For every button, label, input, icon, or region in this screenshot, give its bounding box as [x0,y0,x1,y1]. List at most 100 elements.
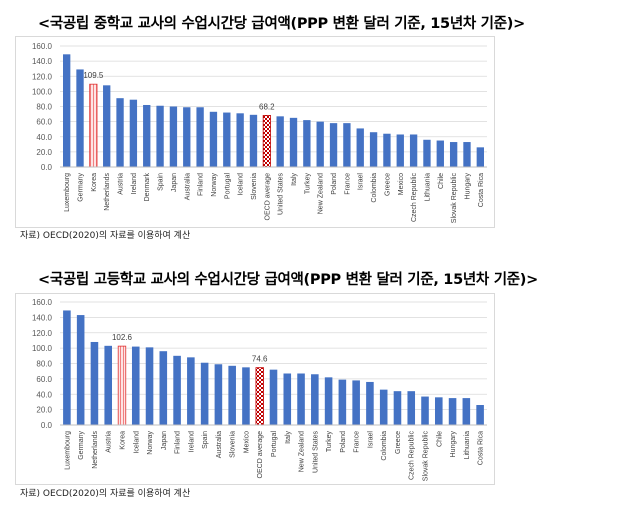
x-tick-label: Italy [291,173,298,186]
x-tick-label: Greece [384,173,391,196]
x-tick-label: Lithuania [464,431,471,460]
x-tick-label: Spain [202,431,209,449]
bar-new-zealand [297,373,305,425]
x-tick-label: Chile [436,431,443,447]
x-tick-label: Luxembourg [64,431,71,470]
bar-slovenia [249,114,258,167]
y-tick-label: 160.0 [32,42,53,51]
chart-2-title: <국공립 고등학교 교사의 수업시간당 급여액(PPP 변환 달러 기준, 15… [38,272,538,288]
x-tick-label: France [344,173,351,195]
bar-luxembourg [63,310,71,425]
x-tick-label: Mexico [243,431,250,453]
x-tick-label: Mexico [398,173,405,195]
bar-israel [356,128,364,167]
x-tick-label: Portugal [271,431,278,458]
x-tick-label: Turkey [304,173,311,195]
x-tick-label: New Zealand [299,431,306,472]
bar-oecd-average [262,115,271,168]
x-tick-label: Lithuania [424,173,431,202]
x-tick-label: Greece [395,431,402,454]
chart-1-middle-school: 0.0 20.0 40.0 60.0 80.0 100.0 120.0 140.0 160.0 L… [32,42,487,224]
bar-mexico [396,134,404,167]
x-tick-label: Norway [147,431,154,455]
x-tick-label: Japan [171,173,178,192]
x-tick-label: Colombia [371,173,378,203]
y-tick-label: 20.0 [36,148,52,157]
bar-italy [289,117,298,167]
x-tick-label: Denmark [144,173,151,202]
bar-slovenia [228,365,236,425]
chart-1-title: <국공립 중학교 교사의 수업시간당 급여액(PPP 변환 달러 기준, 15년… [38,16,525,32]
bar-oecd-average [255,367,264,426]
chart-1-source: 자료) OECD(2020)의 자료를 이용하여 계산 [20,231,191,241]
bar-colombia [379,389,388,425]
y-tick-label: 20.0 [36,406,52,415]
x-tick-label: Czech Republic [411,173,418,223]
bar-spain [200,362,209,425]
bar-turkey [324,377,333,425]
bar-lithuania [423,139,431,167]
y-tick-label: 120.0 [32,329,53,338]
x-tick-label: Iceland [238,173,245,196]
bar-iceland [131,346,140,425]
data-label: 74.6 [252,355,268,364]
bar-luxembourg [63,54,71,167]
x-tick-label: Italy [285,431,292,444]
chart-2-high-school: 0.0 20.0 40.0 60.0 80.0 100.0 120.0 140.0 160.0 L… [32,298,487,482]
bar-lithuania [462,398,471,425]
bar-czech-republic [409,134,418,167]
x-tick-label: Norway [211,173,218,197]
bar-chile [436,140,444,167]
bar-iceland [236,113,244,167]
bar-new-zealand [316,121,324,167]
bar-greece [393,391,402,425]
x-tick-label: United States [312,431,319,474]
x-tick-label: Finland [175,431,182,454]
x-tick-label: Hungary [464,173,471,200]
bar-france [352,380,360,425]
x-tick-label: OECD average [257,431,264,479]
y-tick-label: 100.0 [32,87,53,96]
x-tick-label: Korea [91,173,98,192]
x-tick-label: Costa Rica [478,431,485,465]
x-tick-label: Israel [367,431,374,449]
data-label: 109.5 [83,71,104,80]
bar-finland [196,107,204,167]
bar-norway [145,347,154,425]
bar-mexico [242,367,250,425]
y-tick-label: 40.0 [36,133,52,142]
x-tick-label: Turkey [326,431,333,453]
x-tick-label: Colombia [381,431,388,461]
chart-1-frame [15,36,495,228]
x-tick-label: Slovak Republic [423,431,430,482]
x-tick-label: New Zealand [318,173,325,214]
data-label: 68.2 [259,102,275,111]
x-tick-label: Austria [106,431,113,453]
y-tick-label: 120.0 [32,72,53,81]
bar-czech-republic [407,391,416,425]
x-tick-label: Netherlands [92,431,99,469]
bar-united-states [311,374,319,425]
x-tick-label: Slovenia [251,173,258,200]
bar-netherlands [103,85,111,167]
x-tick-label: Ireland [188,431,195,453]
x-tick-label: Germany [78,173,85,202]
bar-japan [159,351,168,425]
x-tick-label: Portugal [224,173,231,200]
chart-2-source: 자료) OECD(2020)의 자료를 이용하여 계산 [20,489,191,499]
x-tick-label: Chile [438,173,445,189]
x-tick-label: Hungary [450,431,457,458]
x-tick-label: Slovak Republic [451,173,458,224]
x-tick-label: Austria [118,173,125,195]
bar-netherlands [90,341,99,425]
bar-hungary [448,398,457,425]
y-tick-label: 60.0 [36,375,52,384]
bar-italy [283,373,292,425]
x-tick-label: Poland [340,431,347,453]
bar-israel [366,381,374,425]
x-tick-label: Finland [198,173,205,196]
chart-2-frame [15,293,495,485]
bar-portugal [223,112,231,167]
bar-germany [76,69,84,167]
x-tick-label: Japan [161,431,168,450]
